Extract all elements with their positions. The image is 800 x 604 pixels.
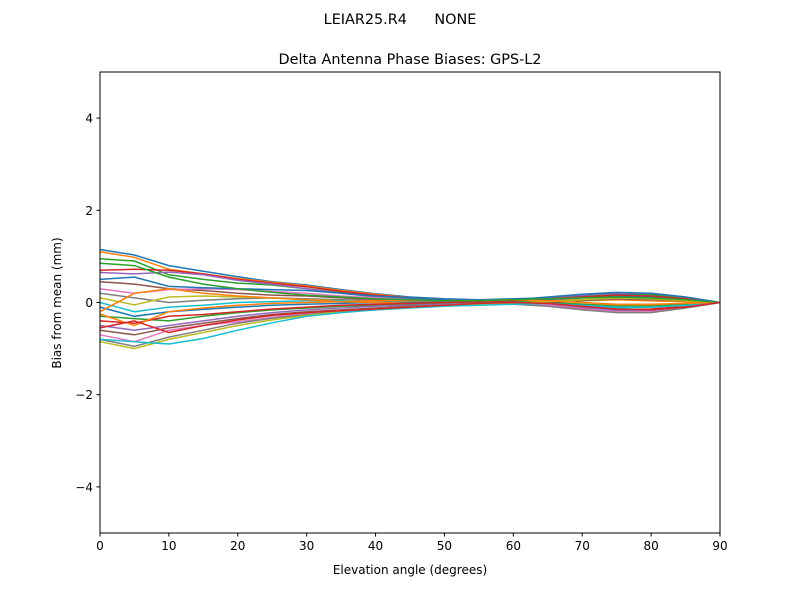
x-tick-label: 90 — [712, 539, 727, 553]
x-tick-label: 80 — [643, 539, 658, 553]
x-tick-label: 70 — [575, 539, 590, 553]
series-line-10 — [99, 299, 721, 313]
x-axis: 0 10 20 30 40 50 60 70 80 90 — [96, 533, 728, 553]
series-lines — [99, 248, 721, 350]
series-line-14 — [99, 294, 721, 324]
y-tick-label: 2 — [85, 204, 93, 218]
figure-suptitle: LEIAR25.R4 NONE — [324, 12, 477, 28]
x-tick-label: 50 — [437, 539, 452, 553]
series-line-5 — [99, 271, 721, 304]
y-tick-label: −4 — [75, 480, 93, 494]
x-tick-label: 0 — [96, 539, 104, 553]
y-tick-label: 0 — [85, 296, 93, 310]
y-axis-label: Bias from mean (mm) — [50, 237, 64, 368]
series-line-16 — [99, 298, 721, 336]
x-tick-label: 20 — [230, 539, 245, 553]
series-line-1 — [99, 248, 721, 304]
y-tick-label: −2 — [75, 388, 93, 402]
x-tick-label: 60 — [506, 539, 521, 553]
series-line-15 — [99, 301, 721, 331]
x-tick-label: 10 — [161, 539, 176, 553]
series-line-13 — [99, 300, 721, 322]
x-tick-label: 30 — [299, 539, 314, 553]
y-tick-label: 4 — [85, 112, 93, 126]
y-axis: −4 −2 0 2 4 — [75, 112, 100, 494]
x-axis-label: Elevation angle (degrees) — [333, 563, 487, 577]
series-line-21 — [99, 276, 721, 304]
series-line-23 — [99, 262, 721, 304]
series-line-20 — [99, 301, 721, 345]
chart-title: Delta Antenna Phase Biases: GPS-L2 — [279, 52, 542, 68]
series-line-22 — [99, 298, 721, 327]
series-line-11 — [99, 295, 721, 318]
series-line-24 — [99, 301, 721, 334]
x-tick-label: 40 — [368, 539, 383, 553]
